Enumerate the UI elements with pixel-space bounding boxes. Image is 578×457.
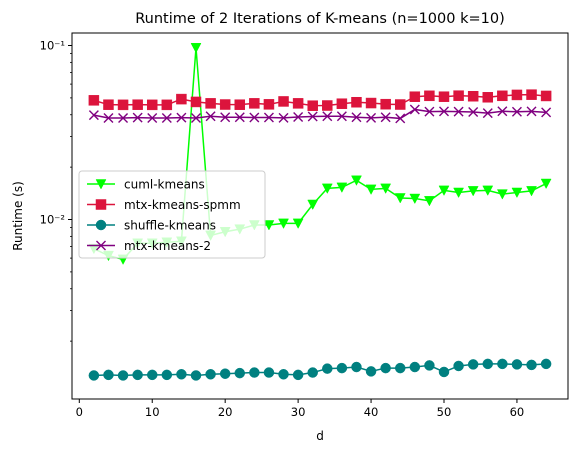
x-tick-label: 50 [437,405,452,419]
data-point-mtx-kmeans-spmm [264,99,274,109]
data-point-shuffle-kmeans [264,368,274,378]
legend-label-mtx-kmeans-2: mtx-kmeans-2 [124,239,211,253]
data-point-mtx-kmeans-spmm [220,100,230,110]
legend-label-mtx-kmeans-spmm: mtx-kmeans-spmm [124,198,241,212]
data-point-shuffle-kmeans [220,369,230,379]
legend-label-shuffle-kmeans: shuffle-kmeans [124,219,216,233]
data-point-mtx-kmeans-spmm [308,101,318,111]
data-point-mtx-kmeans-spmm [89,95,99,105]
y-tick-label: 10⁻¹ [40,39,65,53]
data-point-mtx-kmeans-spmm [454,91,464,101]
data-point-shuffle-kmeans [497,359,507,369]
data-point-mtx-kmeans-spmm [527,90,537,100]
data-point-shuffle-kmeans [512,359,522,369]
data-point-mtx-kmeans-spmm [206,98,216,108]
x-tick-label: 20 [218,405,233,419]
data-point-shuffle-kmeans [483,359,493,369]
data-point-mtx-kmeans-spmm [235,100,245,110]
data-point-mtx-kmeans-spmm [118,100,128,110]
data-point-shuffle-kmeans [162,370,172,380]
data-point-mtx-kmeans-spmm [191,97,201,107]
data-point-mtx-kmeans-spmm [147,100,157,110]
data-point-mtx-kmeans-spmm [249,98,259,108]
data-point-shuffle-kmeans [381,363,391,373]
data-point-mtx-kmeans-spmm [293,98,303,108]
data-point-shuffle-kmeans [279,369,289,379]
data-point-mtx-kmeans-spmm [439,92,449,102]
data-point-mtx-kmeans-spmm [322,101,332,111]
data-point-shuffle-kmeans [191,370,201,380]
y-axis-label: Runtime (s) [11,181,25,251]
data-point-shuffle-kmeans [424,360,434,370]
legend: cuml-kmeans mtx-kmeans-spmm shuffle-kmeans… [79,171,265,258]
data-point-mtx-kmeans-spmm [366,98,376,108]
data-point-shuffle-kmeans [118,370,128,380]
data-point-shuffle-kmeans [147,370,157,380]
legend-marker-shuffle-kmeans [96,220,106,230]
data-point-mtx-kmeans-spmm [381,99,391,109]
y-tick-label: 10⁻² [40,213,65,227]
data-point-shuffle-kmeans [541,359,551,369]
data-point-mtx-kmeans-spmm [103,100,113,110]
data-point-mtx-kmeans-spmm [337,99,347,109]
data-point-mtx-kmeans-spmm [512,90,522,100]
x-tick-label: 0 [76,405,83,419]
data-point-shuffle-kmeans [176,369,186,379]
data-point-shuffle-kmeans [366,366,376,376]
x-tick-label: 60 [510,405,525,419]
data-point-shuffle-kmeans [206,369,216,379]
data-point-shuffle-kmeans [249,368,259,378]
x-axis-label: d [316,429,324,443]
data-point-mtx-kmeans-spmm [468,91,478,101]
data-point-mtx-kmeans-spmm [351,97,361,107]
x-tick-label: 40 [364,405,379,419]
legend-label-cuml-kmeans: cuml-kmeans [124,178,205,192]
data-point-shuffle-kmeans [351,362,361,372]
data-point-shuffle-kmeans [337,363,347,373]
data-point-shuffle-kmeans [395,363,405,373]
data-point-mtx-kmeans-spmm [483,92,493,102]
data-point-shuffle-kmeans [133,370,143,380]
data-point-mtx-kmeans-spmm [133,100,143,110]
legend-marker-mtx-kmeans-spmm [96,200,106,210]
data-point-shuffle-kmeans [308,368,318,378]
data-point-shuffle-kmeans [89,370,99,380]
data-point-mtx-kmeans-spmm [410,92,420,102]
data-point-shuffle-kmeans [103,370,113,380]
data-point-shuffle-kmeans [439,367,449,377]
data-point-mtx-kmeans-spmm [424,91,434,101]
data-point-mtx-kmeans-spmm [497,91,507,101]
x-tick-label: 10 [145,405,160,419]
data-point-shuffle-kmeans [410,362,420,372]
data-point-shuffle-kmeans [235,368,245,378]
data-point-shuffle-kmeans [293,370,303,380]
x-tick-label: 30 [291,405,306,419]
chart-title: Runtime of 2 Iterations of K-means (n=10… [135,11,505,27]
data-point-mtx-kmeans-spmm [279,96,289,106]
data-point-shuffle-kmeans [468,359,478,369]
data-point-shuffle-kmeans [527,360,537,370]
data-point-mtx-kmeans-spmm [395,100,405,110]
data-point-shuffle-kmeans [454,361,464,371]
data-point-shuffle-kmeans [322,364,332,374]
data-point-mtx-kmeans-spmm [541,91,551,101]
data-point-mtx-kmeans-spmm [162,100,172,110]
data-point-mtx-kmeans-spmm [176,94,186,104]
